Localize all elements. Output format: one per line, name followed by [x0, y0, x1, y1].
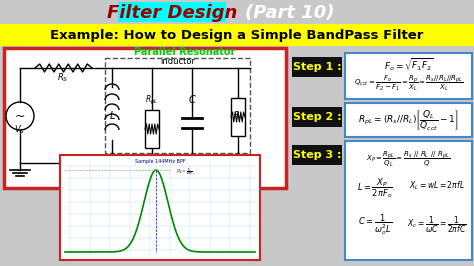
Text: $R_S$: $R_S$ [57, 72, 69, 84]
Circle shape [6, 102, 34, 130]
Text: $L = \dfrac{X_P}{2\pi F_o}$: $L = \dfrac{X_P}{2\pi F_o}$ [357, 176, 393, 200]
Text: Example: How to Design a Simple BandPass Filter: Example: How to Design a Simple BandPass… [50, 28, 424, 41]
Text: Sample 144MHz BPF: Sample 144MHz BPF [135, 159, 185, 164]
FancyBboxPatch shape [345, 53, 472, 99]
Text: $C = \dfrac{1}{\omega_o^2 L}$: $C = \dfrac{1}{\omega_o^2 L}$ [358, 213, 392, 237]
Text: $R_{pL} = (R_s{//}R_L)\left[\dfrac{Q_L}{Q_{cct}}-1\right]$: $R_{pL} = (R_s{//}R_L)\left[\dfrac{Q_L}{… [358, 108, 459, 132]
Text: $Q_{cct} = \dfrac{F_o}{F_2-F_1} = \dfrac{R_p}{X_L} = \dfrac{R_s{//}R_L{//}R_{pL}: $Q_{cct} = \dfrac{F_o}{F_2-F_1} = \dfrac… [354, 73, 464, 93]
Text: $X_c = \dfrac{1}{\omega C} = \dfrac{1}{2\pi fC}$: $X_c = \dfrac{1}{\omega C} = \dfrac{1}{2… [407, 215, 466, 235]
Text: $R_{pL}$: $R_{pL}$ [146, 93, 159, 107]
Bar [0, 24, 474, 46]
Text: Step 2 :: Step 2 : [292, 112, 341, 122]
Text: $X_P = \dfrac{R_{pL}}{Q_L} = \dfrac{R_s\ //\ R_L\ //\ R_{pL}}{Q}$: $X_P = \dfrac{R_{pL}}{Q_L} = \dfrac{R_s\… [366, 149, 450, 169]
Bar [231, 98, 245, 136]
Text: $Q_L = \frac{F_o}{BW}$: $Q_L = \frac{F_o}{BW}$ [176, 166, 193, 178]
Text: $F_o = \sqrt{F_1 F_2}$: $F_o = \sqrt{F_1 F_2}$ [383, 57, 433, 73]
Bar [105, 58, 250, 153]
FancyBboxPatch shape [345, 103, 472, 137]
Bar [60, 155, 260, 260]
FancyBboxPatch shape [292, 145, 342, 165]
Text: Step 3 :: Step 3 : [293, 150, 341, 160]
FancyBboxPatch shape [345, 141, 472, 260]
FancyBboxPatch shape [292, 107, 342, 127]
Text: Filter Design: Filter Design [107, 4, 237, 22]
FancyBboxPatch shape [118, 2, 226, 22]
Bar [145, 110, 159, 148]
Text: Parallel Resonator: Parallel Resonator [134, 47, 236, 57]
FancyBboxPatch shape [292, 57, 342, 77]
Text: (Part 10): (Part 10) [245, 4, 335, 22]
Text: Step 1 :: Step 1 : [292, 62, 341, 72]
Text: L: L [109, 111, 115, 121]
Text: inductor: inductor [161, 57, 195, 66]
Text: $X_L = wL = 2\pi fL$: $X_L = wL = 2\pi fL$ [409, 180, 465, 192]
Text: C: C [189, 95, 195, 105]
Text: $R_L$: $R_L$ [233, 110, 243, 122]
Bar [4, 48, 286, 188]
Text: ~: ~ [15, 110, 25, 123]
Text: $V_S$: $V_S$ [14, 124, 26, 136]
